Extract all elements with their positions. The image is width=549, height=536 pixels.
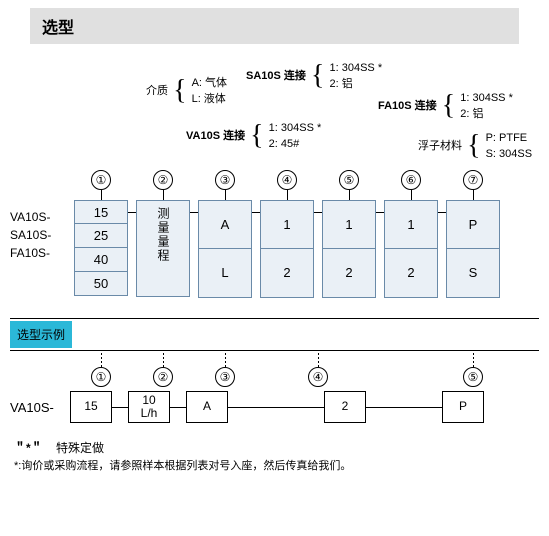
col-5: 1 2 [322,200,376,298]
ann-float-opt1: P: PTFE [486,130,532,146]
cell: 2 [260,249,314,298]
col-6: 1 2 [384,200,438,298]
cell: 1 [384,200,438,249]
footnotes: ＂*＂ 特殊定做 *:询价或采购流程，请参照样本根据列表对号入座，然后传真给我们… [14,439,535,476]
ex-box-5: P [442,391,484,423]
ann-float-label: 浮子材料 [418,140,462,152]
cell: A [198,200,252,249]
cell: 测量量程 [136,200,190,297]
brace-icon: { [173,84,186,98]
ann-fa10s-opt2: 2: 铝 [460,106,513,122]
cell: 15 [74,200,128,224]
ann-sa10s-opt2: 2: 铝 [330,76,383,92]
annotations: 介质 { A: 气体 L: 液体 SA10S 连接 { 1: 304SS * 2… [10,50,539,170]
cell: L [198,249,252,298]
col-7: P S [446,200,500,298]
ann-float: 浮子材料 { P: PTFE S: 304SS [418,130,532,162]
cell: 40 [74,248,128,272]
cell: 1 [322,200,376,249]
ann-sa10s: SA10S 连接 { 1: 304SS * 2: 铝 [246,60,382,92]
circle-3: ③ [215,170,235,190]
brace-icon: { [442,99,455,113]
brace-icon: { [311,69,324,83]
circle-2: ② [153,170,173,190]
col-1: 15 25 40 50 [74,200,128,296]
ann-va10s-label: VA10S 连接 [186,130,245,142]
ex-circle-1: ① [91,367,111,387]
ann-media-opt1: A: 气体 [192,75,227,91]
circles-row: ① ② ③ ④ ⑤ ⑥ ⑦ [10,170,539,200]
foot1b: 特殊定做 [56,441,104,455]
under-brace-icon: ︸ [260,298,438,308]
circle-5: ⑤ [339,170,359,190]
ex-circle-2: ② [153,367,173,387]
example-dash-row: ① ② ③ ④ ⑤ [10,353,539,387]
cell: 1 [260,200,314,249]
example-boxes: VA10S- 15 10L/h A 2 P [10,391,539,423]
ex-box-2: 10L/h [128,391,170,423]
col-3: A L [198,200,252,298]
ann-va10s-opt1: 1: 304SS * [269,120,322,136]
ex-box-4: 2 [324,391,366,423]
brace-icon: { [467,139,480,153]
foot1a: ＂*＂ [14,441,43,455]
example-bar: 选型示例 [10,318,539,351]
ex-box-3: A [186,391,228,423]
example-left-label: VA10S- [10,400,70,415]
ann-fa10s-opt1: 1: 304SS * [460,90,513,106]
brace-icon: { [250,129,263,143]
cell: 2 [384,249,438,298]
example-label: 选型示例 [10,321,72,348]
cell: P [446,200,500,249]
col-2: 测量量程 [136,200,190,297]
ex-box-1: 15 [70,391,112,423]
circle-7: ⑦ [463,170,483,190]
ann-va10s: VA10S 连接 { 1: 304SS * 2: 45# [186,120,321,152]
circle-6: ⑥ [401,170,421,190]
ann-fa10s-label: FA10S 连接 [378,100,437,112]
ex-circle-5: ⑤ [463,367,483,387]
ann-sa10s-label: SA10S 连接 [246,70,306,82]
ann-float-opt2: S: 304SS [486,146,532,162]
ann-media-label: 介质 [146,85,168,97]
cell: 50 [74,272,128,296]
foot2: *:询价或采购流程，请参照样本根据列表对号入座，然后传真给我们。 [14,458,535,476]
selection-grid: VA10S- SA10S- FA10S- 15 25 40 50 测量量程 A … [10,200,539,298]
circle-1: ① [91,170,111,190]
ex-circle-4: ④ [308,367,328,387]
label-fa10s: FA10S- [10,244,70,262]
ann-fa10s: FA10S 连接 { 1: 304SS * 2: 铝 [378,90,513,122]
label-sa10s: SA10S- [10,226,70,244]
title: 选型 [30,8,519,44]
ann-sa10s-opt1: 1: 304SS * [330,60,383,76]
ann-media: 介质 { A: 气体 L: 液体 [146,75,227,107]
label-va10s: VA10S- [10,208,70,226]
circle-4: ④ [277,170,297,190]
cell: S [446,249,500,298]
col-4: 1 2 [260,200,314,298]
ann-va10s-opt2: 2: 45# [269,136,322,152]
left-labels: VA10S- SA10S- FA10S- [10,200,70,262]
cell: 25 [74,224,128,248]
ann-media-opt2: L: 液体 [192,91,227,107]
ex-circle-3: ③ [215,367,235,387]
cell: 2 [322,249,376,298]
